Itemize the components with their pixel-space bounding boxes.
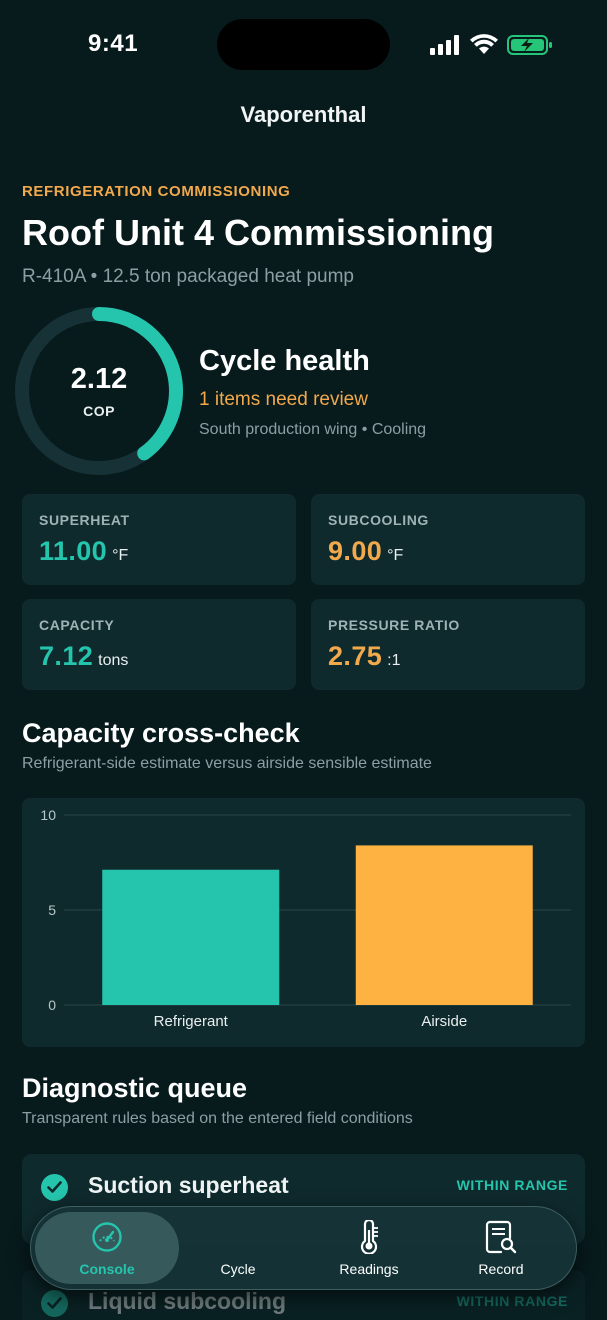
gauge-icon [92,1222,122,1252]
status-badge: WITHIN RANGE [456,1293,568,1309]
metric-card-pressure-ratio[interactable]: PRESSURE RATIO 2.75:1 [311,599,585,690]
capacity-chart: 0 5 10 Refrigerant Airside [22,798,585,1047]
metric-unit: tons [98,652,129,669]
metric-card-subcooling[interactable]: SUBCOOLING 9.00 °F [311,494,585,585]
page-title: Roof Unit 4 Commissioning [22,212,494,253]
capacity-section-title: Capacity cross-check [22,718,300,748]
app-title: Vaporenthal [240,102,367,127]
tab-label: Cycle [220,1261,256,1277]
tab-label: Console [79,1261,135,1277]
cop-gauge: 2.12 COP [13,305,185,477]
y-tick-label: 5 [48,902,56,918]
cop-value: 2.12 [70,363,128,395]
metric-value: 2.75 [328,641,383,671]
tab-cycle[interactable]: Cycle [166,1212,310,1284]
tab-console[interactable]: Console [35,1212,179,1284]
queue-item-title: Liquid subcooling [88,1288,287,1314]
tab-label: Readings [339,1261,399,1277]
tab-readings[interactable]: Readings [297,1212,441,1284]
cellular-signal-icon [430,35,459,55]
metric-label: CAPACITY [39,617,115,633]
cop-unit: COP [83,403,115,419]
metric-label: PRESSURE RATIO [328,617,460,633]
metric-card-capacity[interactable]: CAPACITY 7.12 tons [22,599,296,690]
status-time: 9:41 [88,30,139,57]
check-icon [41,1174,68,1201]
battery-charging-icon [507,35,552,55]
wifi-icon [470,34,498,54]
diagnostic-section-subtitle: Transparent rules based on the entered f… [22,1110,413,1127]
y-tick-label: 10 [40,807,56,823]
unit-subtitle: R-410A • 12.5 ton packaged heat pump [22,266,354,287]
tab-record[interactable]: Record [429,1212,573,1284]
metric-value: 9.00 [328,536,383,566]
capacity-section-subtitle: Refrigerant-side estimate versus airside… [22,755,432,772]
queue-item-title: Suction superheat [88,1172,289,1198]
bar-refrigerant [102,869,280,1005]
metric-unit: :1 [387,652,401,669]
metric-unit: °F [387,547,404,564]
bar-airside [355,845,533,1005]
metric-label: SUBCOOLING [328,512,429,528]
status-icons [428,33,558,57]
document-search-icon [485,1220,517,1254]
x-tick-label: Airside [421,1013,467,1030]
x-tick-label: Refrigerant [154,1013,229,1030]
section-eyebrow: REFRIGERATION COMMISSIONING [22,183,291,200]
metric-unit: °F [112,547,129,564]
diagnostic-section-title: Diagnostic queue [22,1073,248,1103]
review-status[interactable]: 1 items need review [199,389,368,410]
metric-label: SUPERHEAT [39,512,130,528]
metric-value: 7.12 [39,641,94,671]
metric-value: 11.00 [39,536,108,566]
metric-card-superheat[interactable]: SUPERHEAT 11.00 °F [22,494,296,585]
dynamic-island [217,19,390,70]
gauge-progress-arc [15,307,183,475]
y-tick-label: 0 [48,997,56,1013]
status-bar: 9:41 [0,0,607,90]
cycle-health-title: Cycle health [199,345,370,377]
tab-bar: Console Cycle Readings Record [30,1206,577,1290]
tab-label: Record [478,1261,524,1277]
status-badge: WITHIN RANGE [456,1177,568,1193]
check-icon [41,1290,68,1317]
location-meta: South production wing • Cooling [199,421,427,438]
thermometer-icon [360,1220,378,1254]
